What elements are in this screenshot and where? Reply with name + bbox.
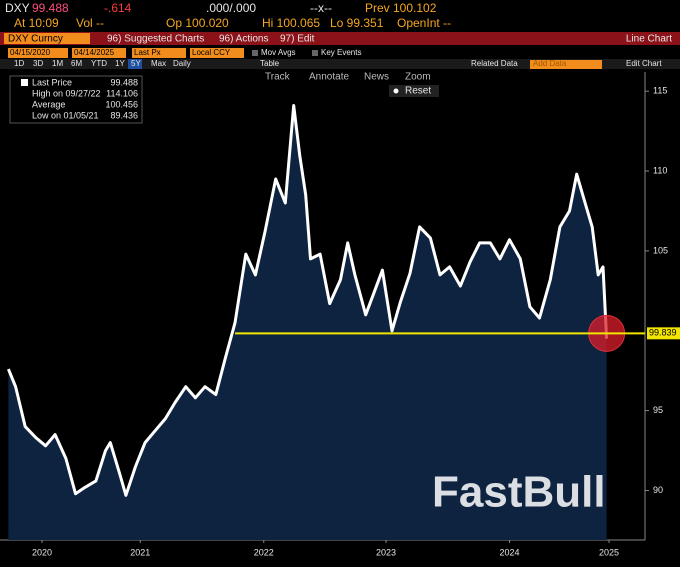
legend-value: 100.456 (105, 99, 138, 109)
change: -.614 (104, 1, 132, 15)
table-button[interactable]: Table (260, 59, 280, 68)
security[interactable]: DXY Curncy (8, 34, 63, 45)
tool[interactable]: News (364, 72, 389, 83)
legend-label: Low on 01/05/21 (32, 110, 99, 120)
legend-label: Last Price (32, 77, 72, 87)
reset[interactable]: Reset (405, 86, 431, 97)
menu[interactable]: 96) Suggested Charts (107, 34, 204, 45)
legend-label: High on 09/27/22 (32, 88, 101, 98)
add-data-box[interactable] (530, 60, 602, 69)
bid-ask: .000/.000 (206, 1, 256, 15)
input-box[interactable] (132, 48, 186, 58)
related-data[interactable]: Related Data (471, 59, 518, 68)
reference-label-box (647, 327, 680, 340)
high: Hi 100.065 (262, 16, 320, 30)
currency[interactable]: Local CCY (192, 48, 231, 57)
menu[interactable]: 96) Actions (219, 34, 268, 45)
input-box[interactable] (8, 48, 68, 58)
input-box[interactable] (190, 48, 244, 58)
checkbox[interactable] (312, 50, 318, 56)
tool[interactable]: Annotate (309, 72, 349, 83)
legend-value: 99.488 (110, 77, 138, 87)
tool[interactable]: Track (265, 72, 291, 83)
add-data[interactable]: Add Data (533, 59, 567, 68)
period-button[interactable]: 1M (52, 59, 63, 68)
toggle[interactable]: Key Events (321, 48, 361, 57)
period-button[interactable]: 1D (14, 59, 24, 68)
x-tick-label: 2022 (254, 547, 274, 557)
open-int: OpenInt -- (397, 16, 451, 30)
legend-value: 114.106 (106, 88, 138, 98)
menu-bar (0, 32, 680, 45)
y-tick-label: 105 (653, 245, 668, 255)
reference-label: 99.839 (649, 328, 677, 338)
x-tick-label: 2025 (599, 547, 619, 557)
period-button[interactable]: 6M (71, 59, 82, 68)
period-button[interactable]: 5Y (131, 59, 141, 68)
y-tick-label: 110 (653, 165, 667, 175)
x-tick-label: 2024 (500, 547, 520, 557)
area (8, 105, 607, 540)
y-tick-label: 95 (653, 405, 663, 415)
period-button[interactable]: 3D (33, 59, 43, 68)
security-box[interactable] (4, 33, 90, 44)
low: Lo 99.351 (330, 16, 384, 30)
vol: Vol -- (76, 16, 104, 30)
reset-icon (393, 88, 399, 94)
period-button[interactable]: YTD (91, 59, 107, 68)
legend-label: Average (32, 99, 65, 109)
time: At 10:09 (14, 16, 59, 30)
legend-value: 89.436 (110, 110, 138, 120)
reset-box[interactable] (389, 85, 439, 97)
menu[interactable]: 97) Edit (280, 34, 315, 45)
period-button[interactable]: 1Y (115, 59, 125, 68)
last: 99.488 (32, 1, 69, 15)
ticker: DXY (5, 1, 30, 15)
y-tick-label: 90 (653, 485, 663, 495)
checkbox[interactable] (252, 50, 258, 56)
period-selected (128, 59, 142, 69)
y-tick-label: 115 (653, 86, 667, 96)
field[interactable]: Last Px (134, 48, 161, 57)
frequency[interactable]: Daily (173, 59, 191, 68)
chart-type: Line Chart (626, 34, 672, 45)
edit-chart[interactable]: Edit Chart (626, 59, 662, 68)
prev: Prev 100.102 (365, 1, 437, 15)
watermark: FastBull (432, 468, 606, 517)
period-bar (0, 59, 680, 69)
x-tick-label: 2020 (32, 547, 52, 557)
tool[interactable]: Zoom (405, 72, 431, 83)
end-date[interactable]: 04/14/2025 (74, 48, 115, 57)
toggle[interactable]: Mov Avgs (261, 48, 296, 57)
period-button[interactable]: Max (151, 59, 166, 68)
input-box[interactable] (72, 48, 126, 58)
size: --x-- (310, 1, 332, 15)
x-tick-label: 2023 (376, 547, 396, 557)
line (7, 104, 609, 497)
open: Op 100.020 (166, 16, 229, 30)
start-date[interactable]: 04/15/2020 (10, 48, 51, 57)
x-tick-label: 2021 (130, 547, 150, 557)
legend-swatch (21, 79, 28, 86)
legend-box (9, 75, 143, 124)
